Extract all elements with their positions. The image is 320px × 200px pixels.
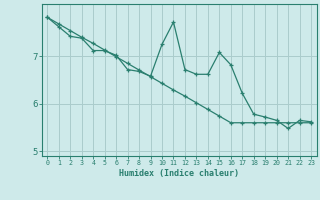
X-axis label: Humidex (Indice chaleur): Humidex (Indice chaleur) [119,169,239,178]
